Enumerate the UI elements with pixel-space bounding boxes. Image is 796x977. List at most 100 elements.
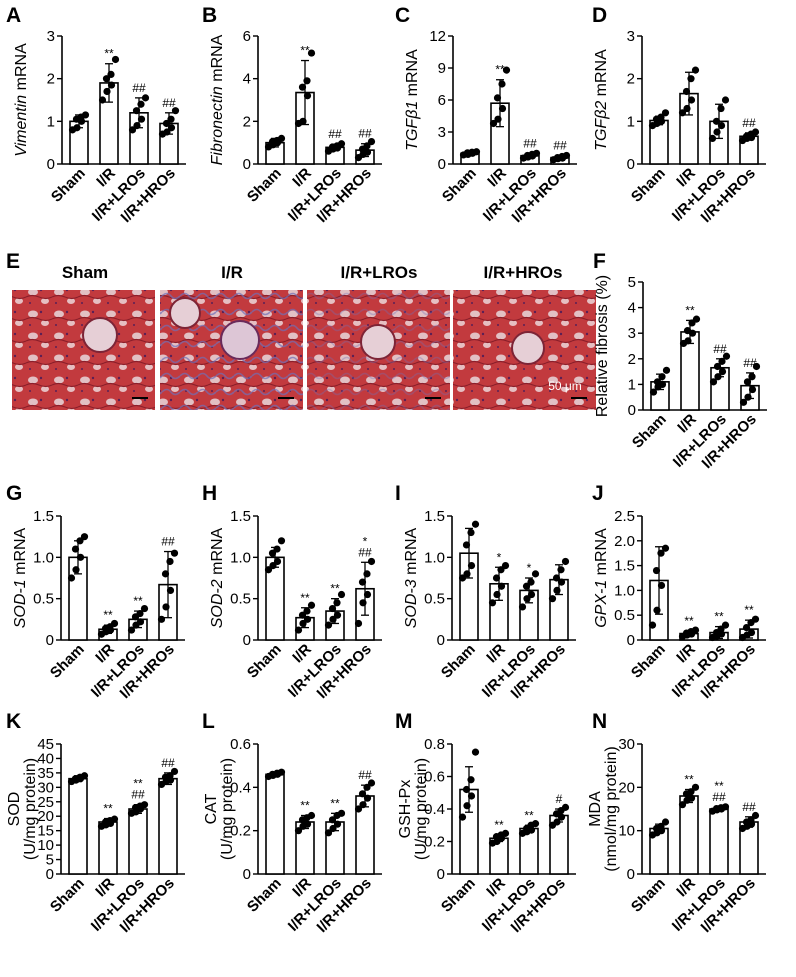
y-tick-label: 1 [627, 113, 635, 130]
significance-marker: ** [714, 610, 724, 624]
data-point [721, 621, 730, 629]
data-point [363, 570, 371, 578]
y-tick-label: 0 [437, 866, 445, 883]
data-point [67, 574, 76, 582]
histology-label-ir-hros: I/R+HROs [484, 263, 563, 282]
data-point [531, 570, 540, 578]
data-point [657, 581, 666, 590]
significance-marker: ## [743, 356, 757, 370]
significance-marker: ## [161, 756, 175, 770]
y-axis-label-gene: SOD-3 [403, 579, 420, 628]
y-tick-label: 20 [618, 779, 635, 796]
y-tick-label: 40 [37, 750, 54, 767]
significance-marker: ** [300, 799, 310, 813]
data-point [303, 77, 311, 85]
y-tick-label: 9 [438, 60, 446, 77]
y-tick-label: 1.0 [424, 549, 445, 566]
data-point [166, 586, 175, 595]
panel-label: L [202, 710, 215, 733]
data-point [751, 811, 760, 820]
y-axis-label-text: mRNA [593, 49, 610, 101]
data-point [657, 822, 665, 830]
y-axis-label-gene: SOD-2 [209, 579, 226, 628]
y-axis-label-gene: Fibronectin [209, 86, 226, 165]
histology-image-ir-lros [307, 290, 450, 410]
y-tick-label: 2 [47, 71, 55, 88]
y-axis-label-text: mRNA [12, 527, 29, 579]
data-point [548, 595, 557, 603]
y-axis-label: TGFβ2 mRNA [593, 49, 610, 151]
data-point [73, 124, 81, 132]
histology-image-sham [12, 290, 155, 410]
data-point [137, 115, 146, 123]
data-point [714, 373, 722, 381]
data-point [298, 83, 307, 91]
data-point [648, 621, 657, 629]
data-point [713, 128, 721, 136]
y-tick-label: 0 [243, 156, 251, 173]
y-tick-label: 45 [37, 736, 54, 753]
data-point [110, 815, 119, 823]
significance-marker: ## [742, 800, 756, 814]
y-tick-label: 0 [243, 866, 251, 883]
significance-marker: ** [684, 614, 694, 628]
data-point [140, 604, 149, 613]
data-point [80, 772, 89, 780]
y-axis-label: Relative fibrosis (%) [594, 275, 611, 417]
y-tick-label: 0.2 [230, 823, 251, 840]
significance-marker: ## [523, 137, 537, 151]
y-tick-label: 6 [438, 92, 446, 109]
data-point [162, 603, 170, 611]
data-point [653, 378, 662, 386]
y-tick-label: 6 [243, 28, 251, 45]
data-point [170, 549, 179, 557]
y-tick-label: 1.5 [33, 508, 54, 525]
significance-marker: ## [553, 138, 567, 152]
data-point [107, 81, 116, 89]
data-point [467, 528, 475, 537]
data-point [358, 790, 367, 798]
y-tick-label: 4 [243, 71, 251, 88]
significance-marker: ** [714, 779, 724, 793]
y-axis-label: Fibronectin mRNA [209, 34, 226, 165]
y-tick-label: 15 [37, 823, 54, 840]
y-tick-label: 0.5 [33, 591, 54, 608]
y-tick-label: 3 [627, 28, 635, 45]
data-point [167, 124, 176, 132]
data-point [682, 87, 691, 96]
data-point [328, 816, 337, 824]
data-point [739, 398, 748, 406]
y-axis-label: SOD [6, 792, 23, 827]
scale-bar-label: 50 μm [548, 379, 582, 393]
data-point [303, 820, 312, 828]
data-point [561, 557, 570, 566]
y-axis-label: Vimentin mRNA [13, 43, 30, 157]
y-tick-label: 10 [618, 823, 635, 840]
significance-marker: ** [103, 802, 113, 816]
data-point [161, 570, 170, 578]
panel-label: G [6, 482, 22, 505]
significance-marker: ## [358, 768, 372, 782]
data-point [678, 109, 687, 117]
data-point [294, 827, 303, 835]
significance-marker: ## [162, 96, 176, 110]
data-point [653, 606, 661, 614]
y-tick-label: 0.6 [424, 769, 445, 786]
data-point [76, 553, 85, 561]
significance-marker: ** [300, 591, 310, 605]
significance-marker: ## [358, 545, 372, 559]
data-point [721, 96, 730, 104]
data-point [273, 545, 281, 553]
significance-marker: * [363, 534, 368, 548]
data-point [307, 811, 316, 820]
y-tick-label: 35 [37, 765, 54, 782]
data-point [136, 618, 145, 626]
significance-marker: ** [103, 608, 113, 622]
histology-label-ir-lros: I/R+LROs [341, 263, 418, 282]
bar-i-r-lros [128, 808, 148, 875]
y-tick-label: 1 [628, 376, 636, 393]
data-point [110, 619, 119, 628]
